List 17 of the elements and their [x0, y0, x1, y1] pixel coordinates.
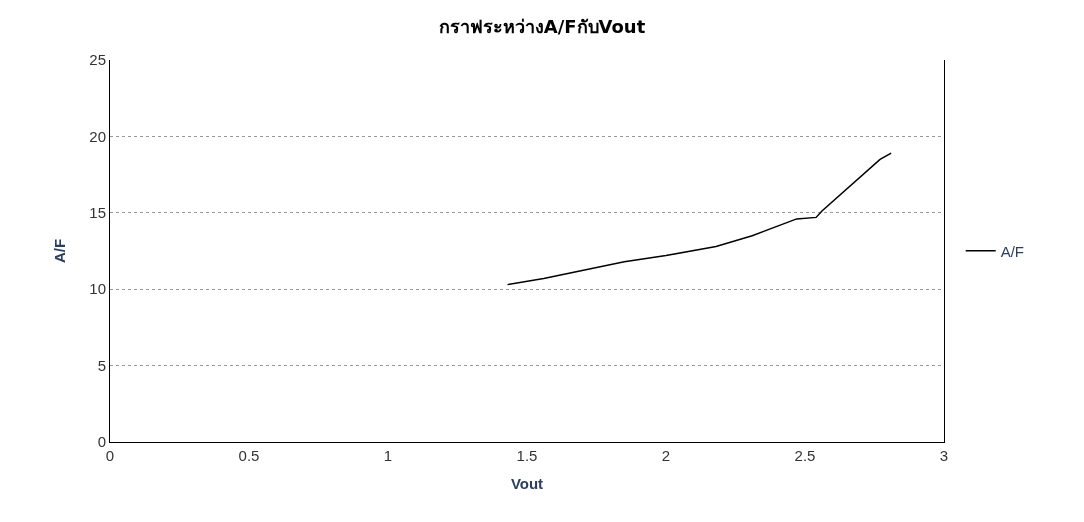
y-tick-label: 25 — [89, 51, 106, 69]
chart-title: กราฟระหว่างA/FกับVout — [438, 16, 646, 38]
y-tick-label: 20 — [89, 127, 106, 145]
x-tick-label: 2 — [661, 447, 671, 464]
x-tick-label: 1 — [383, 447, 393, 464]
y-tick-label: 10 — [89, 280, 106, 298]
y-axis-title: A/F — [50, 238, 68, 264]
x-axis-title: Vout — [510, 475, 544, 492]
y-tick-label: 15 — [89, 204, 106, 222]
y-tick-label: 5 — [97, 356, 106, 374]
x-tick-label: 1.5 — [516, 447, 538, 464]
x-tick-label: 0.5 — [238, 447, 260, 464]
legend-label: A/F — [1000, 242, 1025, 260]
x-tick-label: 2.5 — [794, 447, 816, 464]
x-tick-label: 3 — [939, 447, 949, 464]
line-series — [506, 152, 892, 286]
y-tick-label: 0 — [97, 433, 106, 451]
